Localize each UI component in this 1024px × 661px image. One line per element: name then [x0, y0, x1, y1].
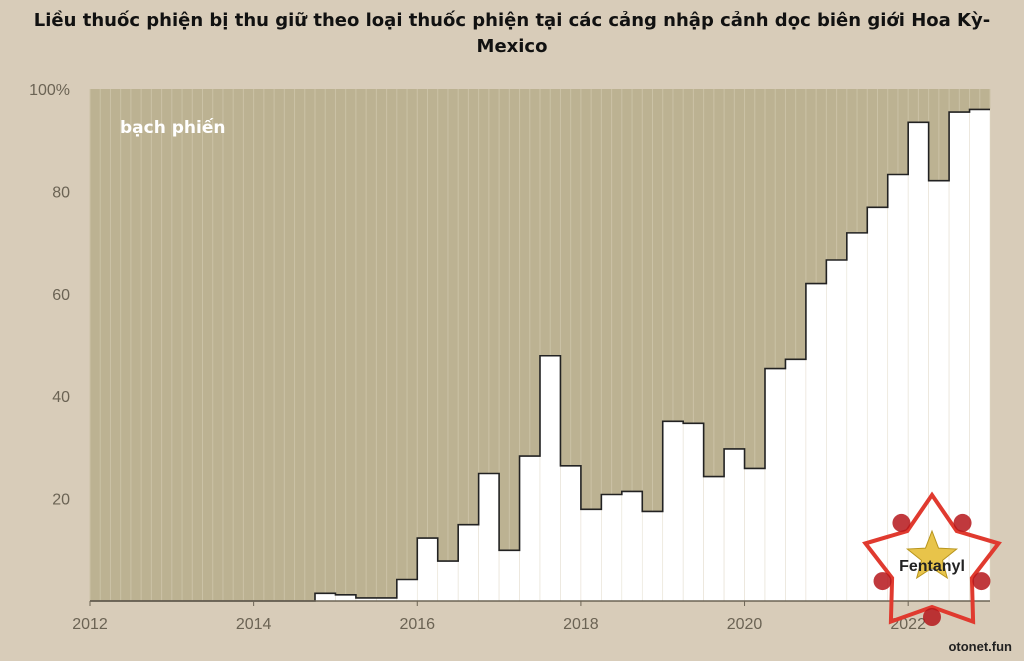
fentanyl-bar [601, 494, 623, 602]
fentanyl-bar [682, 423, 704, 602]
fentanyl-bar [785, 359, 807, 602]
fentanyl-bar [396, 579, 418, 602]
fentanyl-bar [457, 524, 479, 602]
watermark-dot [972, 572, 991, 591]
fentanyl-bar [539, 355, 561, 602]
watermark-dot [923, 608, 941, 626]
fentanyl-bar [314, 593, 336, 602]
fentanyl-bar [621, 491, 643, 602]
y-tick-label: 20 [52, 492, 70, 509]
area-label-heroin: bạch phiến [120, 117, 225, 138]
x-tick-label: 2012 [72, 616, 108, 633]
watermark-label: Fentanyl [899, 558, 965, 575]
fentanyl-bar [335, 594, 357, 602]
fentanyl-bar [519, 455, 541, 602]
fentanyl-bar [969, 109, 991, 602]
x-tick-label: 2016 [399, 616, 435, 633]
fentanyl-bar [723, 448, 745, 602]
watermark-star-outline [862, 491, 1002, 625]
fentanyl-bar [580, 509, 602, 602]
x-tick-label: 2020 [727, 616, 763, 633]
x-tick-label: 2014 [236, 616, 272, 633]
watermark-dot [892, 513, 911, 532]
fentanyl-bar [641, 511, 664, 602]
y-tick-label: 60 [52, 287, 70, 304]
chart-title-line-2: Mexico [476, 36, 548, 57]
fentanyl-bar [764, 368, 786, 602]
y-tick-label: 100% [29, 82, 70, 99]
watermark-dot [873, 572, 892, 591]
fentanyl-bar [560, 465, 582, 602]
x-tick-label: 2018 [563, 616, 599, 633]
watermark-site: otonet.fun [948, 639, 1012, 654]
step-boundary-line [90, 108, 990, 602]
fentanyl-watermark-logo: Fentanyl otonet.fun [862, 491, 1012, 654]
chart-title-line-1: Liều thuốc phiện bị thu giữ theo loại th… [33, 10, 991, 31]
fentanyl-bar [662, 420, 684, 602]
x-axis-ticks: 2012 2014 2016 2018 2020 2022 [72, 601, 926, 633]
watermark-decorations [873, 513, 991, 626]
fentanyl-bar [498, 550, 520, 602]
fentanyl-bar [416, 537, 439, 602]
fentanyl-bar [478, 473, 500, 602]
fentanyl-bar [907, 121, 929, 602]
y-tick-label: 40 [52, 389, 70, 406]
fentanyl-bar [744, 468, 766, 602]
y-tick-label: 80 [52, 184, 70, 201]
y-axis-ticks: 20 40 60 80 100% [29, 82, 70, 509]
fentanyl-bar [703, 476, 725, 602]
fentanyl-bar [846, 232, 868, 602]
fentanyl-bar [437, 560, 459, 602]
watermark-dot [953, 513, 972, 532]
watermark-gold-star-icon [905, 529, 959, 580]
chart-title: Liều thuốc phiện bị thu giữ theo loại th… [0, 8, 1024, 60]
fentanyl-bar [826, 259, 848, 602]
fentanyl-bar [805, 283, 827, 602]
